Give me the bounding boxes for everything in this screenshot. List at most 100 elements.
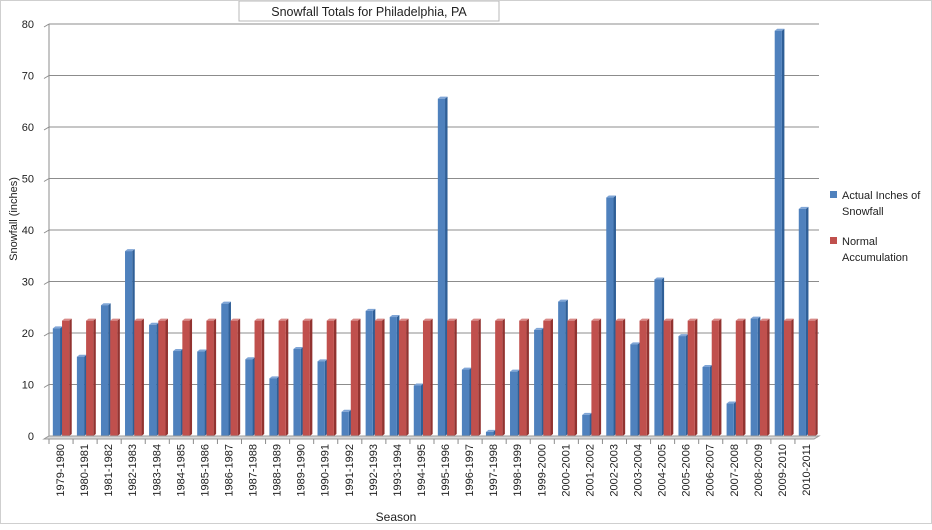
x-tick-label: 2001-2002	[584, 444, 596, 497]
bar-front	[630, 344, 638, 436]
bar-normal	[62, 318, 72, 436]
bar-actual	[582, 412, 592, 436]
title-box	[238, 0, 500, 22]
x-tick-label: 1983-1984	[151, 444, 163, 497]
gridline-depth	[43, 75, 50, 79]
bar-front	[639, 320, 647, 436]
bar-top	[495, 318, 505, 321]
x-tick-label: 2006-2007	[705, 444, 717, 497]
bar-side	[781, 28, 785, 436]
bar-top	[413, 383, 424, 386]
bar-side	[685, 334, 689, 436]
bar-front	[678, 336, 686, 436]
bar-actual	[678, 334, 689, 436]
bar-front	[245, 359, 253, 436]
x-tick-label: 1999-2000	[536, 444, 548, 497]
bar-actual	[245, 357, 256, 436]
bar-actual	[630, 342, 641, 436]
x-tick-label: 2005-2006	[681, 444, 693, 497]
bar-normal	[639, 318, 650, 436]
x-tick-label: 1990-1991	[320, 444, 332, 497]
gridline-depth	[43, 126, 50, 131]
bar-actual	[534, 327, 544, 436]
bar-top	[389, 315, 400, 318]
bar-actual	[461, 367, 472, 436]
bar-side	[108, 303, 111, 436]
bar-actual	[317, 359, 328, 436]
bar-top	[254, 318, 265, 321]
bar-side	[767, 318, 770, 436]
bar-front	[447, 320, 455, 436]
bar-front	[149, 324, 157, 436]
y-tick-label: 60	[22, 122, 34, 134]
bar-side	[69, 318, 72, 436]
bar-top	[437, 96, 448, 99]
y-tick-label: 70	[22, 71, 34, 83]
bar-normal	[783, 318, 794, 436]
bar-normal	[206, 318, 217, 436]
bar-top	[149, 322, 159, 325]
bar-top	[326, 318, 337, 321]
bar-top	[134, 318, 144, 321]
bar-actual	[774, 28, 785, 436]
x-tick-label: 2010-2011	[801, 444, 813, 496]
bar-side	[357, 318, 361, 436]
bar-normal	[182, 318, 193, 436]
bar-front	[269, 378, 277, 436]
y-tick-labels: 0 10 20 30 40 50 60 70 80	[22, 19, 34, 443]
bar-side	[132, 249, 135, 436]
bar-front	[365, 310, 373, 436]
bar-side	[406, 318, 409, 436]
bar-top	[606, 195, 616, 198]
bar-side	[589, 412, 592, 436]
bar-top	[245, 357, 256, 360]
bar-actual	[76, 354, 87, 436]
bar-top	[639, 318, 650, 321]
bar-top	[365, 308, 376, 311]
bar-actual	[365, 308, 376, 436]
bar-actual	[510, 369, 520, 436]
bar-top	[783, 318, 794, 321]
gridline-depth	[43, 229, 50, 234]
bar-front	[759, 320, 768, 436]
bar-side	[815, 318, 818, 436]
bar-side	[574, 318, 578, 436]
x-tick-label: 2004-2005	[657, 444, 669, 497]
bar-top	[422, 318, 433, 321]
bar-normal	[807, 318, 818, 436]
x-tick-label: 1993-1994	[392, 444, 404, 497]
bar-front	[76, 356, 85, 436]
bar-side	[622, 318, 626, 436]
x-axis-floor	[42, 435, 821, 440]
bar-normal	[326, 318, 337, 436]
bar-side	[213, 318, 217, 436]
bar-front	[350, 320, 358, 436]
bar-front	[341, 411, 349, 436]
bar-side	[333, 318, 337, 436]
bar-front	[735, 320, 743, 436]
x-tick-label: 2007-2008	[729, 444, 741, 497]
bar-top	[293, 346, 304, 349]
x-tick-label: 1985-1986	[199, 444, 211, 497]
bar-top	[558, 299, 568, 302]
bar-normal	[663, 318, 674, 436]
bar-side	[541, 327, 544, 436]
x-tick-label: 1984-1985	[175, 444, 187, 497]
bar-front	[100, 305, 109, 436]
bar-side	[285, 318, 289, 436]
bar-normal	[110, 318, 120, 436]
x-tick-label: 1991-1992	[344, 444, 356, 497]
bar-side	[348, 409, 352, 436]
bar-side	[372, 308, 376, 436]
bar-side	[189, 318, 193, 436]
bar-top	[110, 318, 120, 321]
bar-front	[615, 320, 623, 436]
bar-top	[221, 301, 231, 304]
legend-swatch-actual	[830, 191, 837, 198]
bar-top	[182, 318, 193, 321]
chart-title: Snowfall Totals for Philadelphia, PA	[271, 5, 467, 19]
bar-front	[582, 414, 590, 436]
bar-normal	[711, 318, 722, 436]
bar-side	[694, 318, 698, 436]
